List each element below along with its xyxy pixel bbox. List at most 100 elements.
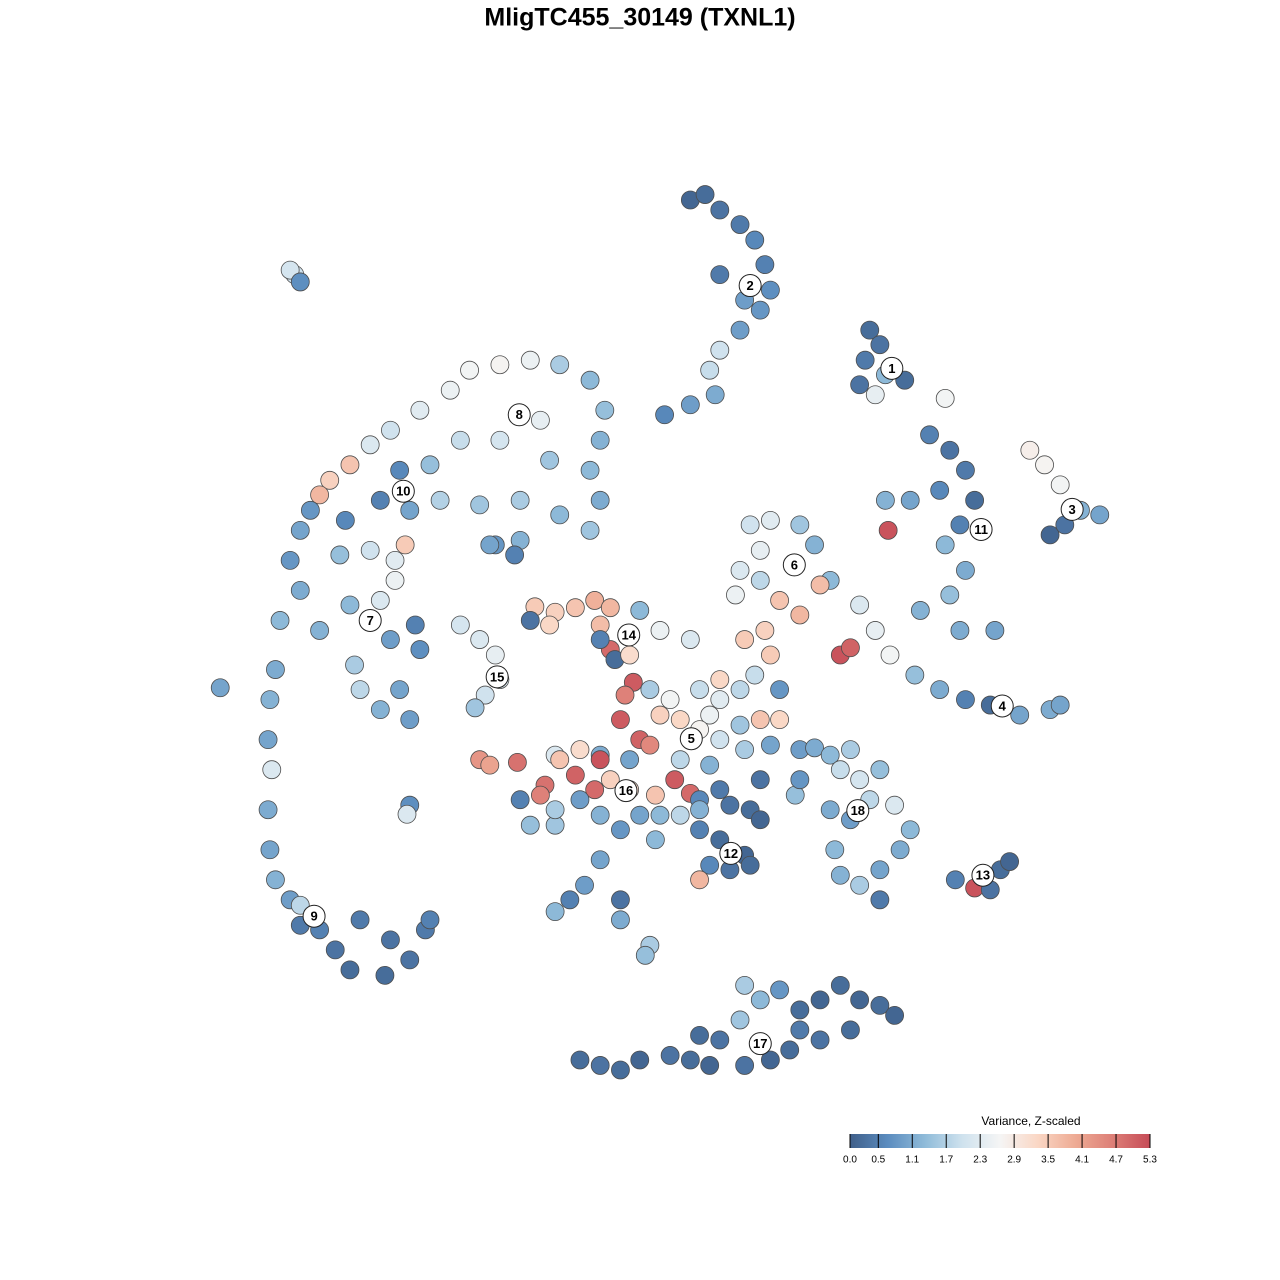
point bbox=[400, 500, 420, 520]
point bbox=[611, 1060, 630, 1080]
point bbox=[575, 875, 594, 895]
point bbox=[850, 375, 870, 395]
point bbox=[680, 395, 700, 415]
point bbox=[630, 601, 650, 620]
point bbox=[508, 753, 527, 772]
point bbox=[615, 685, 635, 705]
point bbox=[905, 665, 925, 685]
point bbox=[750, 990, 770, 1010]
point bbox=[330, 545, 350, 565]
point bbox=[940, 585, 960, 605]
colorbar-tick-label: 0.5 bbox=[871, 1155, 885, 1166]
point bbox=[545, 800, 565, 820]
point bbox=[595, 400, 615, 420]
cluster-label: 10 bbox=[396, 484, 410, 499]
point bbox=[381, 630, 400, 649]
point bbox=[470, 630, 490, 649]
point bbox=[710, 1030, 730, 1050]
point bbox=[710, 265, 730, 285]
point bbox=[560, 890, 580, 910]
point bbox=[646, 785, 665, 805]
point bbox=[735, 975, 755, 995]
point bbox=[750, 770, 770, 790]
point bbox=[310, 621, 330, 640]
point bbox=[262, 760, 282, 780]
colorbar-tick-label: 0.0 bbox=[843, 1155, 857, 1166]
point bbox=[340, 595, 360, 615]
point bbox=[761, 280, 780, 300]
colorbar-tick-label: 3.5 bbox=[1041, 1155, 1055, 1166]
point bbox=[1040, 525, 1060, 545]
cluster-marker bbox=[485, 665, 509, 689]
point bbox=[340, 960, 360, 980]
point bbox=[650, 621, 670, 640]
point bbox=[397, 804, 417, 824]
point bbox=[1000, 852, 1019, 871]
point bbox=[745, 230, 765, 250]
point bbox=[900, 490, 920, 510]
point bbox=[1090, 505, 1110, 525]
point bbox=[700, 705, 720, 725]
point bbox=[420, 910, 440, 930]
point bbox=[580, 370, 600, 390]
point bbox=[485, 645, 505, 665]
point bbox=[670, 750, 690, 770]
cluster-marker bbox=[880, 356, 904, 380]
point bbox=[370, 490, 390, 510]
point bbox=[590, 630, 610, 649]
point bbox=[850, 770, 870, 790]
point bbox=[870, 890, 890, 910]
point bbox=[695, 185, 715, 204]
point bbox=[761, 645, 780, 665]
point bbox=[266, 870, 285, 890]
point bbox=[665, 770, 685, 790]
colorbar-tick-label: 2.9 bbox=[1007, 1155, 1021, 1166]
point bbox=[755, 255, 775, 275]
cluster-label: 18 bbox=[851, 803, 865, 818]
cluster-marker bbox=[846, 799, 870, 823]
point bbox=[590, 490, 610, 510]
point bbox=[570, 790, 590, 810]
point bbox=[570, 740, 590, 760]
cluster-marker bbox=[971, 863, 995, 887]
point bbox=[705, 385, 725, 405]
points bbox=[210, 185, 1110, 1080]
point bbox=[290, 581, 310, 600]
point bbox=[841, 740, 860, 760]
point bbox=[520, 815, 540, 835]
point bbox=[660, 1046, 680, 1065]
point bbox=[730, 1010, 750, 1030]
cluster-marker bbox=[969, 517, 993, 541]
cluster-marker bbox=[614, 779, 638, 803]
point bbox=[490, 355, 510, 375]
point bbox=[880, 645, 900, 665]
point bbox=[790, 1020, 810, 1040]
point bbox=[490, 430, 510, 450]
point bbox=[611, 710, 630, 730]
point bbox=[475, 685, 495, 705]
point bbox=[1020, 440, 1040, 460]
point bbox=[450, 430, 470, 450]
point bbox=[630, 805, 650, 825]
point bbox=[850, 990, 870, 1010]
point bbox=[790, 1000, 810, 1020]
point bbox=[810, 990, 830, 1010]
point bbox=[450, 615, 470, 635]
point bbox=[545, 902, 565, 922]
point bbox=[710, 730, 730, 750]
point bbox=[710, 690, 730, 710]
point bbox=[735, 1056, 755, 1075]
point bbox=[790, 770, 810, 790]
point bbox=[930, 680, 950, 699]
point bbox=[565, 598, 585, 618]
point bbox=[1010, 705, 1030, 725]
point bbox=[646, 830, 665, 850]
point bbox=[730, 715, 750, 735]
point bbox=[655, 405, 674, 425]
point bbox=[805, 738, 824, 758]
point bbox=[585, 591, 605, 610]
cluster-label: 12 bbox=[724, 846, 738, 861]
point bbox=[520, 611, 540, 630]
point bbox=[950, 621, 970, 640]
point bbox=[890, 840, 910, 860]
